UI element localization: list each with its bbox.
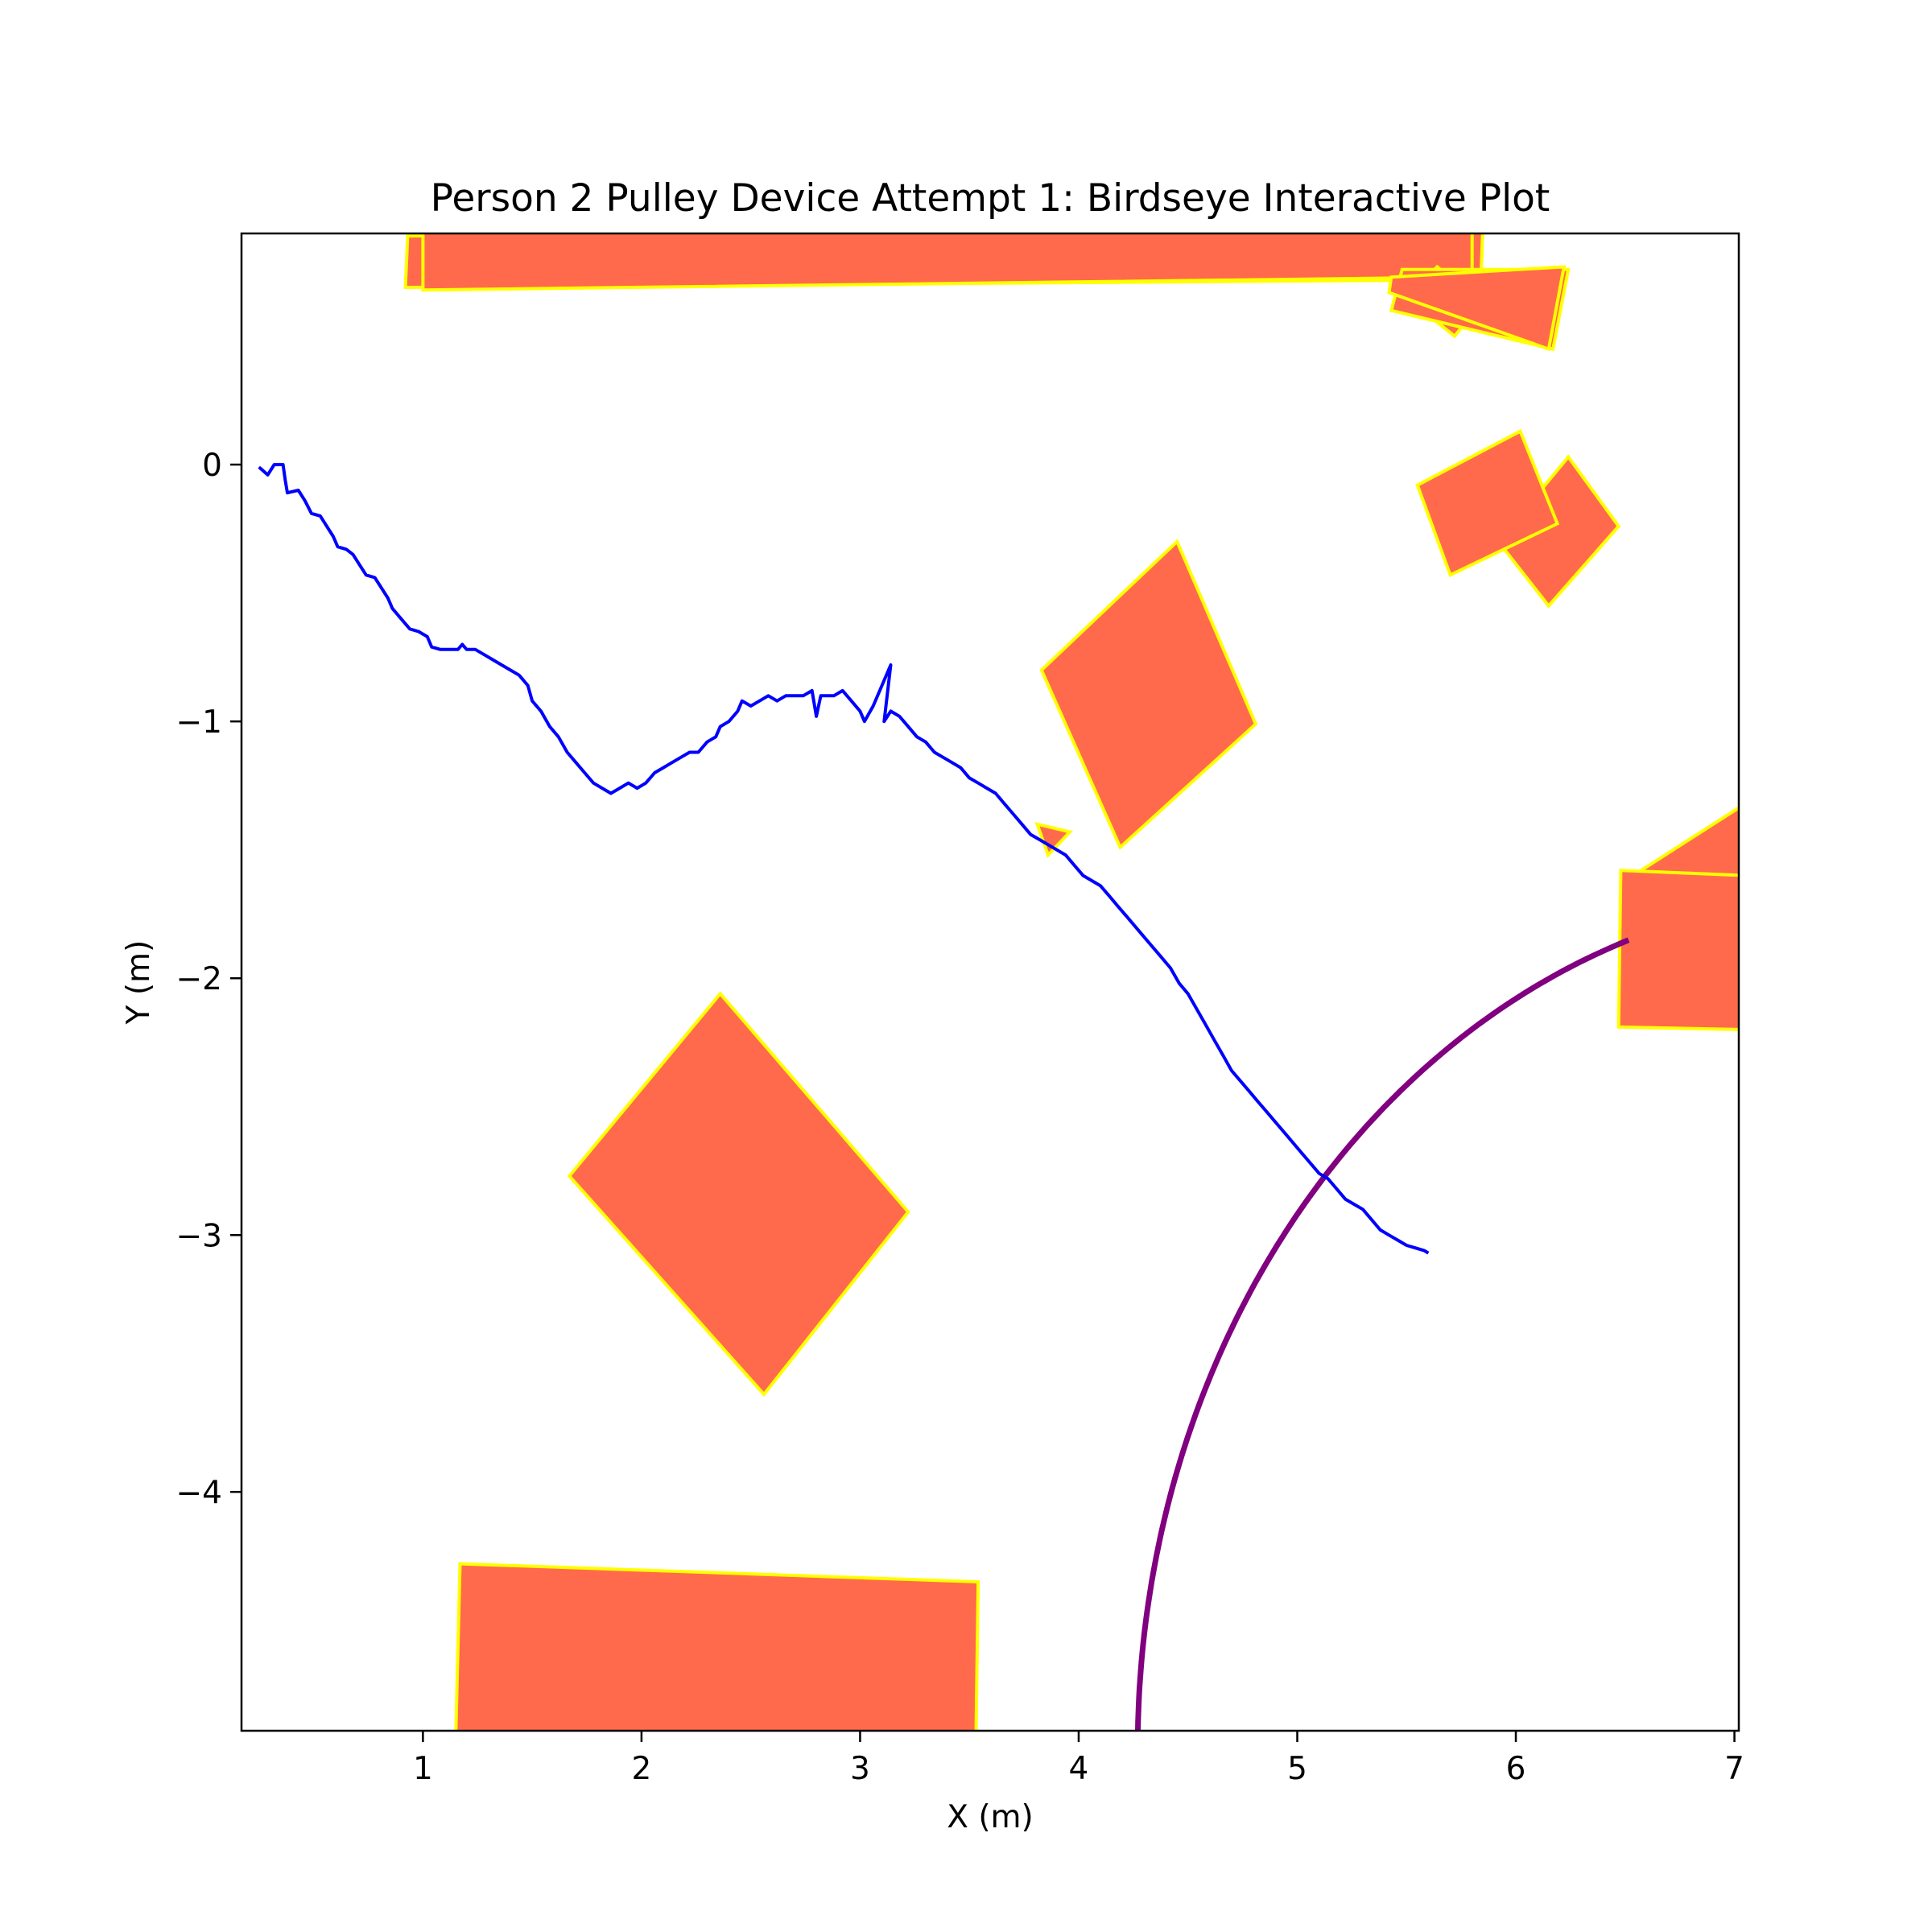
x-tick-label: 6 bbox=[1506, 1751, 1526, 1787]
obstacle-11 bbox=[454, 1562, 980, 1731]
boundary-arc bbox=[1135, 937, 1630, 1731]
x-tick-label: 1 bbox=[413, 1751, 433, 1787]
x-tick-label: 7 bbox=[1724, 1751, 1744, 1787]
x-tick-label: 2 bbox=[631, 1751, 651, 1787]
x-axis: 1 2 3 4 5 6 7 bbox=[413, 1731, 1744, 1787]
y-tick-label: −3 bbox=[176, 1218, 223, 1254]
obstacle-5 bbox=[1387, 265, 1567, 352]
x-tick-label: 3 bbox=[850, 1751, 870, 1787]
x-tick-label: 4 bbox=[1069, 1751, 1089, 1787]
plot-content bbox=[258, 233, 1739, 1731]
y-tick-label: 0 bbox=[202, 448, 222, 484]
y-axis-label: Y (m) bbox=[121, 940, 157, 1026]
y-tick-label: −4 bbox=[176, 1475, 223, 1511]
obstacle-9 bbox=[1034, 822, 1073, 858]
obstacle-10 bbox=[567, 991, 910, 1397]
plot-frame bbox=[240, 232, 1740, 1732]
chart-title: Person 2 Pulley Device Attempt 1: Birdse… bbox=[431, 176, 1550, 221]
y-tick-label: −1 bbox=[176, 704, 223, 741]
trajectory-path bbox=[258, 463, 1430, 1255]
obstacle-7 bbox=[1415, 428, 1560, 578]
x-tick-label: 5 bbox=[1287, 1751, 1307, 1787]
y-tick-label: −2 bbox=[176, 961, 223, 997]
obstacle-8 bbox=[1039, 539, 1258, 850]
obstacle-13 bbox=[1616, 869, 1739, 1031]
x-axis-label: X (m) bbox=[947, 1799, 1034, 1835]
y-axis: 0 −1 −2 −3 −4 bbox=[176, 448, 242, 1511]
